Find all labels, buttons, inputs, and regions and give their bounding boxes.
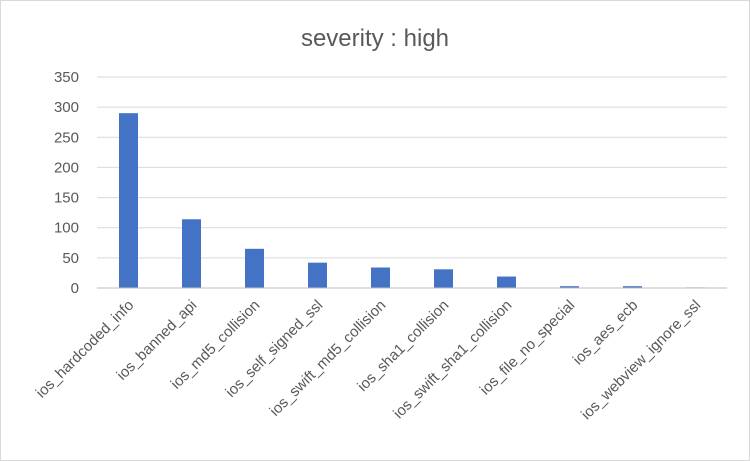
- chart-title: severity : high: [301, 25, 449, 52]
- bar-ios-swift-md5-collision: [371, 267, 390, 288]
- bar-ios-swift-sha1-collision: [497, 276, 516, 288]
- y-tick-label: 0: [71, 280, 79, 297]
- x-tick-label: ios_swift_sha1_collision: [390, 297, 515, 422]
- x-tick-label: ios_hardcoded_info: [33, 297, 138, 402]
- x-tick-label: ios_swift_md5_collision: [266, 297, 389, 420]
- y-tick-label: 150: [54, 190, 79, 207]
- y-tick-label: 100: [54, 220, 79, 237]
- y-tick-label: 300: [54, 99, 79, 116]
- y-tick-label: 200: [54, 159, 79, 176]
- bar-ios-self-signed-ssl: [308, 262, 327, 288]
- bar-ios-md5-collision: [245, 248, 264, 288]
- bar-ios-hardcoded-info: [119, 113, 138, 289]
- bars: [119, 113, 705, 289]
- gridlines: [97, 76, 727, 259]
- x-axis-ticks: ios_hardcoded_infoios_banned_apiios_md5_…: [33, 297, 705, 423]
- bar-ios-banned-api: [182, 219, 201, 288]
- y-tick-label: 350: [54, 69, 79, 86]
- bar-ios-sha1-collision: [434, 269, 453, 288]
- y-axis-ticks: 0 50 100 150 200 250 300 350: [54, 69, 79, 297]
- y-tick-label: 50: [62, 250, 79, 267]
- bar-ios-file-no-special: [560, 286, 579, 288]
- y-tick-label: 250: [54, 129, 79, 146]
- bar-ios-aes-ecb: [623, 286, 642, 288]
- x-tick-label: ios_webview_ignore_ssl: [578, 297, 704, 423]
